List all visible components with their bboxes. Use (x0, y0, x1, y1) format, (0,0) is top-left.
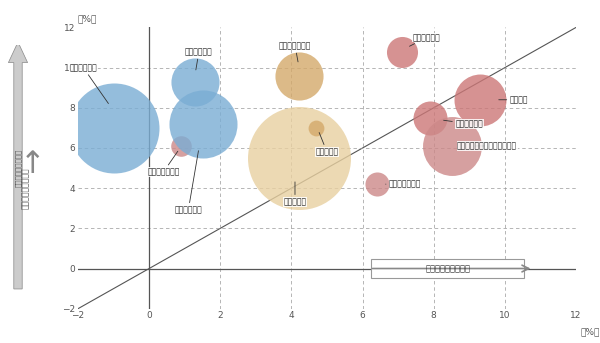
Text: 【自動車】: 【自動車】 (283, 182, 307, 207)
Text: 【非鉄金属】: 【非鉄金属】 (443, 119, 483, 128)
Point (475, 97, 485, 103)
Text: ↑: ↑ (20, 150, 46, 179)
Text: 【電気機器】: 【電気機器】 (70, 63, 109, 104)
Point (311, 125, 321, 131)
Point (198, 121, 208, 127)
Point (294, 155, 304, 161)
Text: 【鉄鋼製品】: 【鉄鋼製品】 (410, 33, 440, 46)
Text: 【半金属製品】: 【半金属製品】 (386, 180, 421, 189)
Point (176, 143, 186, 149)
FancyBboxPatch shape (371, 259, 524, 277)
FancyArrow shape (8, 42, 28, 289)
Point (372, 181, 382, 187)
Text: 世界輸出額の伸び率: 世界輸出額の伸び率 (21, 168, 30, 210)
Text: 【繊維・衣料】: 【繊維・衣料】 (147, 151, 179, 177)
Text: （%）: （%） (581, 327, 600, 336)
Text: （%）: （%） (78, 14, 97, 23)
Point (446, 143, 457, 149)
Point (425, 115, 435, 121)
Text: 【輸送用機械】: 【輸送用機械】 (279, 41, 311, 62)
Text: 世界輸出額の伸び率: 世界輸出額の伸び率 (14, 149, 22, 187)
Text: 【精密機械】: 【精密機械】 (185, 47, 213, 70)
Text: 【鉄鋼】: 【鉄鋼】 (499, 95, 529, 104)
Point (191, 79, 200, 84)
Point (294, 73, 304, 79)
Point (109, 125, 118, 131)
Text: 日本輸出額の伸び率: 日本輸出額の伸び率 (425, 264, 470, 273)
Text: 【一般機械】: 【一般機械】 (175, 151, 202, 215)
Point (397, 49, 407, 54)
Text: 【ガラス】: 【ガラス】 (316, 132, 338, 156)
Text: 【化学・プラスチック製品】: 【化学・プラスチック製品】 (457, 141, 517, 151)
